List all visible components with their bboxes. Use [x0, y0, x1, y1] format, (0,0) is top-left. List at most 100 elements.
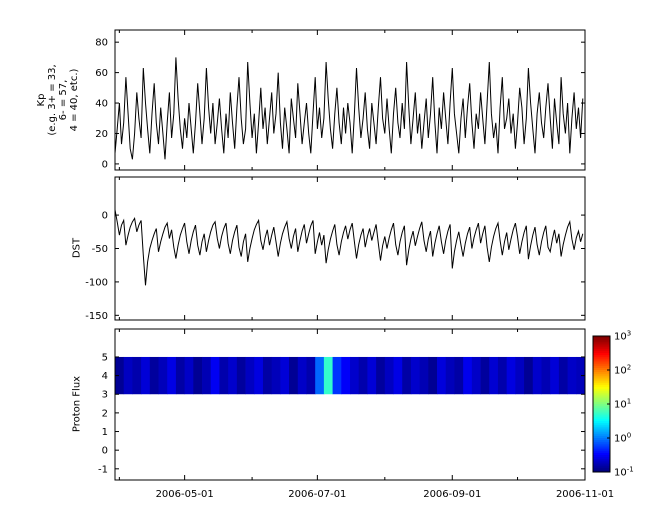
heatmap-cell [315, 356, 325, 395]
colorbar-swatch [593, 450, 610, 454]
colorbar-swatch [593, 353, 610, 356]
colorbar-swatch [593, 376, 610, 380]
colorbar-swatch [593, 357, 610, 360]
colorbar-swatch [593, 465, 610, 469]
heatmap-cell [567, 356, 577, 395]
colorbar-swatch [593, 374, 610, 377]
heatmap-cell [541, 356, 551, 395]
heatmap-cell [367, 356, 377, 395]
dst-panel: 0 -50 -100 -150 [85, 176, 586, 322]
x-tick-label: 2006-07-01 [288, 489, 346, 500]
colorbar-swatch [593, 440, 610, 443]
heatmap-cell [115, 356, 125, 395]
heatmap-cell [175, 356, 186, 395]
y-tick-label: 20 [95, 129, 108, 140]
colorbar-swatch [593, 348, 610, 352]
colorbar-swatch [593, 421, 610, 424]
colorbar-swatch [593, 365, 610, 369]
heatmap-cell [558, 356, 568, 395]
heatmap-cell [524, 356, 534, 395]
colorbar-swatch [593, 435, 610, 439]
colorbar-swatch [593, 444, 610, 448]
heatmap-cell [410, 356, 421, 395]
colorbar-swatch [593, 384, 610, 388]
panel-border [114, 176, 586, 321]
heatmap-cell [202, 356, 212, 395]
y-tick-label: 1 [102, 427, 108, 438]
colorbar-swatch [593, 459, 610, 462]
colorbar-swatch [593, 429, 610, 433]
heatmap-cell [184, 356, 194, 395]
heatmap-cell [341, 356, 351, 395]
colorbar-swatch [593, 367, 610, 371]
colorbar-tick-label: 103 [614, 330, 631, 343]
y-tick-label: 0 [102, 446, 108, 457]
colorbar-swatch [593, 387, 610, 390]
colorbar-swatch [593, 467, 610, 471]
colorbar-swatch [593, 455, 610, 458]
colorbar-swatch [593, 438, 610, 441]
heatmap-cell [384, 356, 394, 395]
colorbar-swatch [593, 399, 610, 403]
heatmap-cell [576, 356, 586, 395]
colorbar-swatch [593, 350, 610, 354]
heatmap-cell [123, 356, 133, 395]
colorbar-swatch [593, 404, 610, 407]
colorbar-swatch [593, 338, 610, 341]
heatmap-cell [358, 356, 368, 395]
colorbar-swatch [593, 414, 610, 418]
x-tick-label: 2006-11-01 [556, 489, 614, 500]
colorbar-swatch [593, 382, 610, 386]
colorbar-swatch [593, 442, 610, 445]
y-tick-label: 0 [102, 211, 108, 222]
heatmap-cell [323, 356, 333, 395]
colorbar-swatch [593, 370, 610, 373]
heatmap-cell [489, 356, 499, 395]
heatmap-cell [463, 356, 473, 395]
colorbar-tick-label: 100 [614, 432, 631, 445]
heatmap-cell [419, 356, 429, 395]
colorbar-tick-label: 10-1 [614, 466, 634, 479]
heatmap-cell [219, 356, 229, 395]
proton-flux-panel: -1 0 1 2 3 4 5 [98, 328, 586, 481]
colorbar-swatch [593, 395, 610, 399]
colorbar-swatch [593, 363, 610, 367]
colorbar-swatch [593, 416, 610, 420]
heatmap-cell [532, 356, 542, 395]
colorbar-swatch [593, 461, 610, 465]
heatmap-cell [332, 356, 342, 395]
heatmap-cell [271, 356, 281, 395]
colorbar-swatch [593, 391, 610, 394]
kp-series [114, 57, 584, 160]
heatmap-cell [262, 356, 273, 395]
colorbar-swatch [593, 452, 610, 456]
heatmap-cell [149, 356, 159, 395]
y-tick-label: -1 [98, 464, 108, 475]
colorbar-swatch [593, 431, 610, 435]
x-axis-labels: 2006-05-01 2006-07-01 2006-09-01 2006-11-01 [156, 489, 614, 500]
heatmap-cell [210, 356, 220, 395]
panel-border [114, 29, 586, 171]
colorbar-swatch [593, 433, 610, 437]
colorbar-swatch [593, 389, 610, 392]
y-tick-label: 4 [102, 371, 108, 382]
heatmap-cell [236, 356, 246, 395]
proton-flux-heatmap [115, 356, 586, 395]
dst-series [114, 209, 584, 286]
heatmap-cell [193, 356, 203, 395]
colorbar-swatch [593, 423, 610, 426]
heatmap-cell [471, 356, 481, 395]
heatmap-cell [228, 356, 238, 395]
colorbar-swatch [593, 372, 610, 375]
y-tick-label: 0 [102, 159, 108, 170]
colorbar-tick-label: 101 [614, 398, 631, 411]
y-tick-label: 5 [102, 352, 108, 363]
colorbar-swatch [593, 380, 610, 384]
y-tick-label: 60 [95, 68, 108, 79]
colorbar-swatch [593, 346, 610, 350]
heatmap-cell [393, 356, 403, 395]
heatmap-cell [167, 356, 177, 395]
proton-flux-axis-label: Proton Flux [72, 376, 83, 432]
heatmap-cell [254, 356, 264, 395]
